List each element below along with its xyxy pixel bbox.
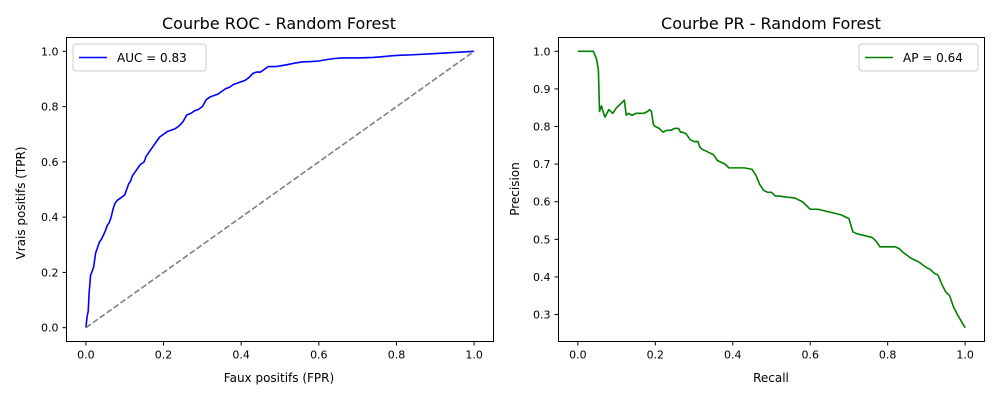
roc-y-tick-label: 0.2 <box>41 266 59 279</box>
roc-y-tick-label: 1.0 <box>41 45 59 58</box>
roc-chart: Courbe ROC - Random Forest Faux positifs… <box>14 14 494 385</box>
roc-y-tick-label: 0.4 <box>41 211 59 224</box>
roc-plot-frame <box>66 37 494 342</box>
roc-y-tick-label: 0.6 <box>41 156 59 169</box>
pr-y-tick-label: 0.8 <box>533 121 551 134</box>
pr-series-line-0 <box>577 50 966 329</box>
pr-legend: AP = 0.64 <box>858 43 979 72</box>
pr-x-tick-label: 0.6 <box>801 349 819 362</box>
pr-x-tick-label: 0.0 <box>569 349 587 362</box>
pr-y-tick-label: 0.6 <box>533 196 551 209</box>
pr-x-tick-label: 1.0 <box>956 349 974 362</box>
pr-chart: Courbe PR - Random Forest Recall Precisi… <box>508 14 985 385</box>
pr-y-tick-label: 0.7 <box>533 158 551 171</box>
roc-y-axis-label: Vrais positifs (TPR) <box>14 146 28 259</box>
roc-x-tick-label: 0.0 <box>77 349 95 362</box>
pr-series-layer <box>577 50 966 329</box>
pr-y-tick-label: 1.0 <box>533 45 551 58</box>
roc-series-line-1 <box>85 50 475 329</box>
roc-x-tick-label: 1.0 <box>465 349 483 362</box>
pr-x-tick-label: 0.8 <box>879 349 897 362</box>
pr-legend-box <box>858 43 979 72</box>
pr-y-tick-label: 0.3 <box>533 309 551 322</box>
roc-legend: AUC = 0.83 <box>72 43 207 72</box>
pr-x-tick-label: 0.4 <box>724 349 742 362</box>
roc-y-tick-label: 0.8 <box>41 101 59 114</box>
roc-series-line-0 <box>85 50 475 328</box>
roc-tick-layer: 0.0 0.2 0.4 0.6 0.8 1.0 0.0 0.2 0.4 0.6 0.8 1.0 <box>41 45 483 361</box>
roc-legend-label: AUC = 0.83 <box>117 51 187 65</box>
pr-y-tick-label: 0.5 <box>533 233 551 246</box>
roc-x-tick-label: 0.4 <box>232 349 250 362</box>
roc-x-tick-label: 0.2 <box>155 349 173 362</box>
pr-legend-label: AP = 0.64 <box>903 51 963 65</box>
roc-y-tick-label: 0.0 <box>41 322 59 335</box>
pr-chart-title: Courbe PR - Random Forest <box>661 14 881 33</box>
pr-x-tick-label: 0.2 <box>647 349 665 362</box>
roc-chart-title: Courbe ROC - Random Forest <box>162 14 396 33</box>
pr-y-tick-label: 0.4 <box>533 271 551 284</box>
roc-legend-box <box>72 43 207 72</box>
pr-y-axis-label: Precision <box>508 162 522 216</box>
pr-tick-layer: 0.0 0.2 0.4 0.6 0.8 1.0 0.3 0.4 0.5 0.6 0.7 0.8 0.9 1… <box>533 45 974 361</box>
pr-y-tick-label: 0.9 <box>533 83 551 96</box>
roc-x-tick-label: 0.8 <box>388 349 406 362</box>
pr-plot-frame <box>558 37 985 342</box>
roc-x-axis-label: Faux positifs (FPR) <box>224 371 334 385</box>
pr-x-axis-label: Recall <box>753 371 789 385</box>
roc-x-tick-label: 0.6 <box>310 349 328 362</box>
roc-series-layer <box>85 50 475 329</box>
